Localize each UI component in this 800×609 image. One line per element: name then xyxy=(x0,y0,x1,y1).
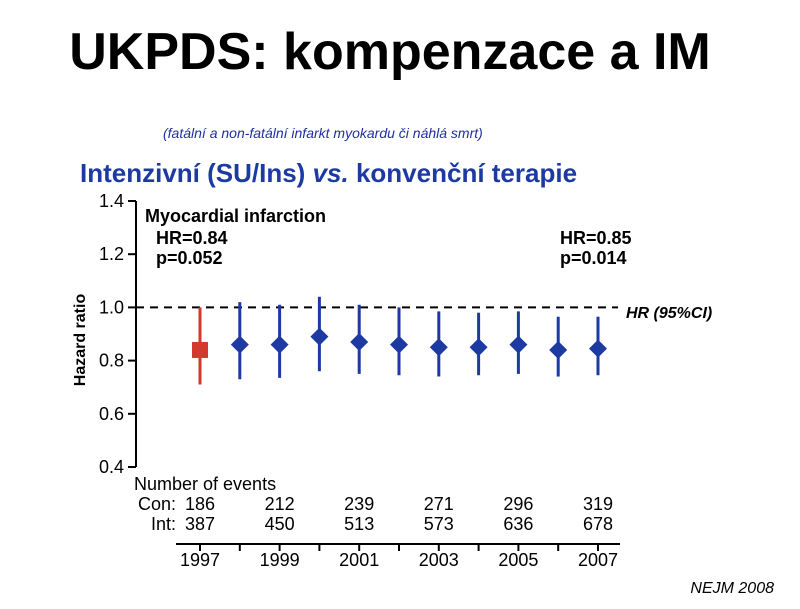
data-point-diamond xyxy=(429,338,448,357)
axes-layer: 1.4 1.2 1.0 0.8 0.6 0.4 1997 1999 2001 2003 2005 20… xyxy=(99,191,620,570)
x-tick-label: 2007 xyxy=(578,550,618,570)
data-point-diamond xyxy=(350,332,369,351)
events-value: 387 xyxy=(185,514,215,534)
chart-title: Myocardial infarction xyxy=(145,206,326,226)
hr-right-label: HR=0.85 xyxy=(560,228,632,248)
y-axis-label: Hazard ratio xyxy=(72,294,89,387)
data-point-diamond xyxy=(310,327,329,346)
data-point-diamond xyxy=(270,335,289,354)
subtitle-part-1: Intenzivní (SU/Ins) xyxy=(80,158,313,188)
subtitle-part-2: konvenční terapie xyxy=(348,158,578,188)
x-tick-label: 2003 xyxy=(419,550,459,570)
events-value: 212 xyxy=(265,494,295,514)
slide-note: (fatální a non-fatální infarkt myokardu … xyxy=(163,125,483,141)
data-point-diamond xyxy=(549,340,568,359)
data-point-diamond xyxy=(230,335,249,354)
hr-left-label: HR=0.84 xyxy=(156,228,228,248)
data-point-diamond xyxy=(509,335,528,354)
events-value: 271 xyxy=(424,494,454,514)
slide-title: UKPDS: kompenzace a IM xyxy=(69,23,711,81)
events-value: 239 xyxy=(344,494,374,514)
x-tick-label: 2005 xyxy=(498,550,538,570)
p-right-label: p=0.014 xyxy=(560,248,627,268)
p-left-label: p=0.052 xyxy=(156,248,223,268)
events-value: 319 xyxy=(583,494,613,514)
events-value: 186 xyxy=(185,494,215,514)
y-tick-label: 1.2 xyxy=(99,244,124,264)
x-tick-label: 1997 xyxy=(180,550,220,570)
events-row-label: Int: xyxy=(151,514,176,534)
events-value: 636 xyxy=(503,514,533,534)
data-point-diamond xyxy=(589,339,607,358)
marks-layer xyxy=(192,296,607,385)
events-value: 678 xyxy=(583,514,613,534)
events-value: 450 xyxy=(265,514,295,534)
data-point-diamond xyxy=(469,338,488,357)
source-citation: NEJM 2008 xyxy=(690,580,774,597)
x-tick-label: 2001 xyxy=(339,550,379,570)
y-tick-label: 0.6 xyxy=(99,404,124,424)
data-point-diamond xyxy=(390,335,408,354)
data-point-square xyxy=(192,341,208,358)
events-value: 513 xyxy=(344,514,374,534)
events-value: 573 xyxy=(424,514,454,534)
y-tick-label: 1.0 xyxy=(99,297,124,317)
reference-line-label: HR (95%CI) xyxy=(626,305,712,322)
slide-subtitle: Intenzivní (SU/Ins) vs. konvenční terapi… xyxy=(80,158,577,189)
y-tick-label: 0.8 xyxy=(99,351,124,371)
events-row-label: Con: xyxy=(138,494,176,514)
events-heading: Number of events xyxy=(134,474,276,494)
x-tick-label: 1999 xyxy=(260,550,300,570)
events-value: 296 xyxy=(503,494,533,514)
y-tick-label: 0.4 xyxy=(99,457,124,477)
y-tick-label: 1.4 xyxy=(99,191,124,211)
subtitle-vs: vs. xyxy=(312,158,349,188)
